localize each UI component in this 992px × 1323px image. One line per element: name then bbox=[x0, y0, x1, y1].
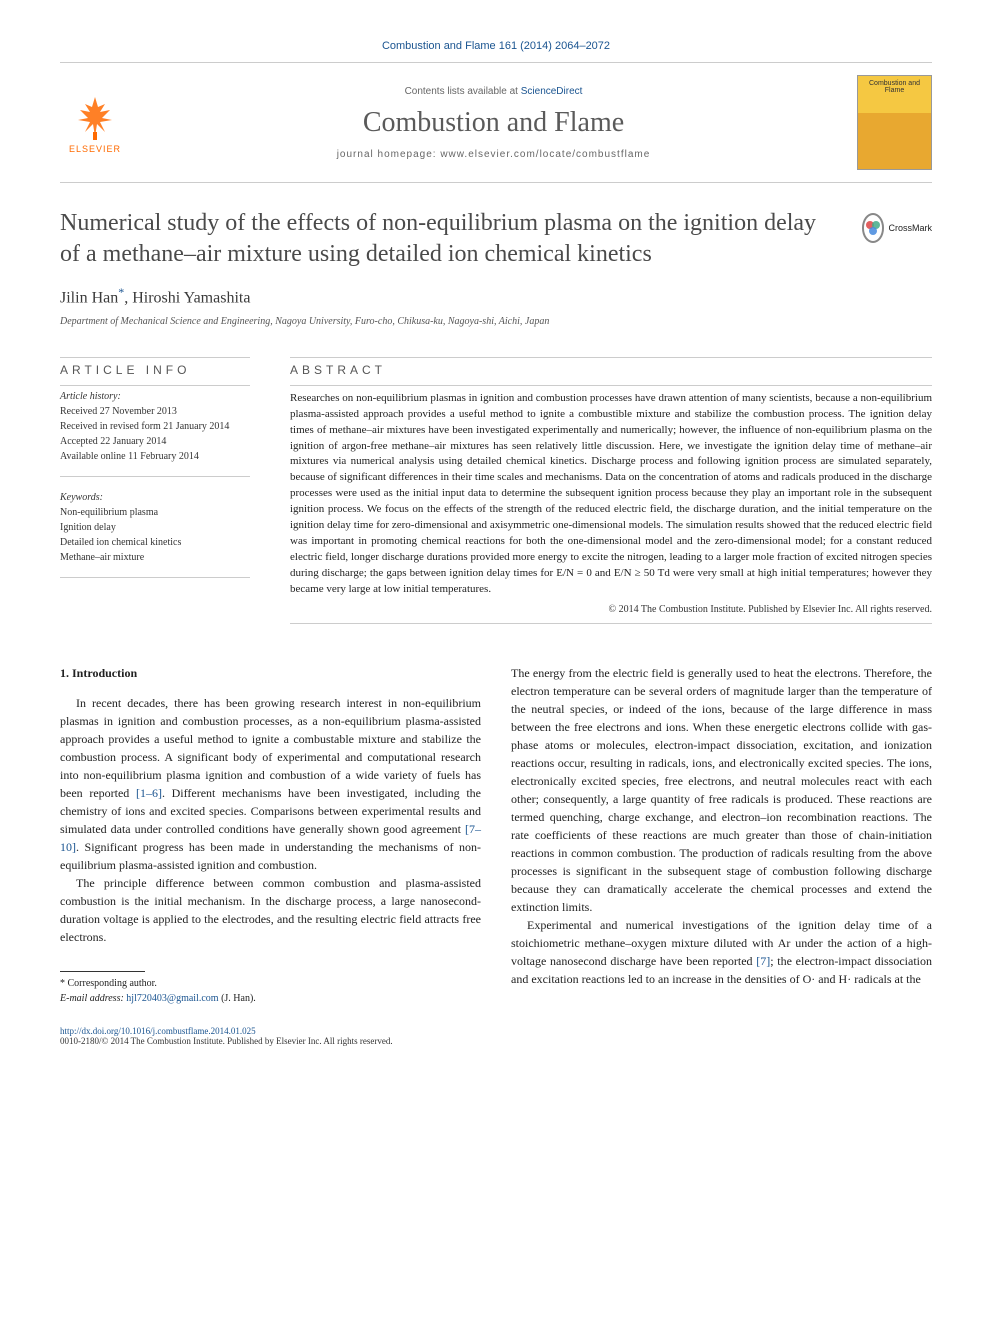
author-2[interactable]: Hiroshi Yamashita bbox=[132, 290, 250, 307]
section-number: 1. bbox=[60, 666, 69, 680]
corresponding-mark[interactable]: * bbox=[118, 285, 124, 299]
author-1[interactable]: Jilin Han bbox=[60, 290, 118, 307]
bottom-footer: http://dx.doi.org/10.1016/j.combustflame… bbox=[60, 1026, 932, 1046]
divider bbox=[290, 385, 932, 386]
abstract-column: ABSTRACT Researches on non-equilibrium p… bbox=[290, 357, 932, 629]
elsevier-tree-icon bbox=[70, 92, 120, 142]
elsevier-logo[interactable]: ELSEVIER bbox=[60, 83, 130, 163]
ref-link[interactable]: [1–6] bbox=[136, 786, 162, 800]
contents-lists-line: Contents lists available at ScienceDirec… bbox=[150, 86, 837, 97]
correspondence-footer: * Corresponding author. E-mail address: … bbox=[60, 971, 481, 1006]
paragraph: Experimental and numerical investigation… bbox=[511, 916, 932, 988]
footer-rule bbox=[60, 971, 145, 972]
article-title: Numerical study of the effects of non-eq… bbox=[60, 208, 842, 270]
received-date: Received 27 November 2013 bbox=[60, 404, 250, 419]
article-info-column: ARTICLE INFO Article history: Received 2… bbox=[60, 357, 250, 629]
keyword-1: Non-equilibrium plasma bbox=[60, 505, 250, 520]
sciencedirect-link[interactable]: ScienceDirect bbox=[521, 86, 583, 97]
ref-link[interactable]: [7] bbox=[756, 954, 770, 968]
body-columns: 1. Introduction In recent decades, there… bbox=[60, 664, 932, 1006]
abstract-heading: ABSTRACT bbox=[290, 363, 932, 377]
elsevier-wordmark: ELSEVIER bbox=[69, 144, 121, 154]
crossmark-label: CrossMark bbox=[888, 223, 932, 233]
email-author: (J. Han). bbox=[221, 993, 256, 1004]
email-label: E-mail address: bbox=[60, 993, 124, 1004]
crossmark-badge[interactable]: CrossMark bbox=[862, 208, 932, 248]
divider bbox=[60, 385, 250, 386]
cover-title: Combustion and Flame bbox=[860, 80, 929, 94]
page-container: Combustion and Flame 161 (2014) 2064–207… bbox=[0, 0, 992, 1096]
affiliation: Department of Mechanical Science and Eng… bbox=[60, 316, 932, 327]
issn-copyright: 0010-2180/© 2014 The Combustion Institut… bbox=[60, 1036, 393, 1046]
title-row: Numerical study of the effects of non-eq… bbox=[60, 208, 932, 270]
history-label: Article history: bbox=[60, 391, 250, 402]
journal-homepage[interactable]: journal homepage: www.elsevier.com/locat… bbox=[150, 149, 837, 160]
journal-name: Combustion and Flame bbox=[150, 107, 837, 139]
paragraph: The principle difference between common … bbox=[60, 874, 481, 946]
online-date: Available online 11 February 2014 bbox=[60, 449, 250, 464]
ref-link[interactable]: [7–10] bbox=[60, 822, 481, 854]
top-citation: Combustion and Flame 161 (2014) 2064–207… bbox=[60, 40, 932, 52]
keyword-3: Detailed ion chemical kinetics bbox=[60, 535, 250, 550]
keyword-2: Ignition delay bbox=[60, 520, 250, 535]
email-link[interactable]: hjl720403@gmail.com bbox=[126, 993, 218, 1004]
section-title: Introduction bbox=[72, 666, 137, 680]
section-heading: 1. Introduction bbox=[60, 664, 481, 682]
left-column: 1. Introduction In recent decades, there… bbox=[60, 664, 481, 1006]
abstract-copyright: © 2014 The Combustion Institute. Publish… bbox=[290, 604, 932, 615]
abstract-text: Researches on non-equilibrium plasmas in… bbox=[290, 391, 932, 598]
divider bbox=[60, 357, 250, 358]
history-block: Article history: Received 27 November 20… bbox=[60, 391, 250, 477]
paragraph: The energy from the electric field is ge… bbox=[511, 664, 932, 916]
crossmark-icon bbox=[862, 213, 884, 243]
revised-date: Received in revised form 21 January 2014 bbox=[60, 419, 250, 434]
contents-prefix: Contents lists available at bbox=[405, 86, 521, 97]
divider bbox=[290, 357, 932, 358]
journal-masthead: ELSEVIER Contents lists available at Sci… bbox=[60, 62, 932, 183]
article-info-heading: ARTICLE INFO bbox=[60, 363, 250, 377]
authors-line: Jilin Han*, Hiroshi Yamashita bbox=[60, 285, 932, 307]
keyword-4: Methane–air mixture bbox=[60, 550, 250, 565]
accepted-date: Accepted 22 January 2014 bbox=[60, 434, 250, 449]
email-line: E-mail address: hjl720403@gmail.com (J. … bbox=[60, 991, 481, 1006]
right-column: The energy from the electric field is ge… bbox=[511, 664, 932, 1006]
masthead-center: Contents lists available at ScienceDirec… bbox=[130, 86, 857, 160]
journal-cover-thumbnail[interactable]: Combustion and Flame bbox=[857, 75, 932, 170]
paragraph: In recent decades, there has been growin… bbox=[60, 694, 481, 874]
keywords-block: Keywords: Non-equilibrium plasma Ignitio… bbox=[60, 492, 250, 578]
doi-link[interactable]: http://dx.doi.org/10.1016/j.combustflame… bbox=[60, 1026, 256, 1036]
info-abstract-row: ARTICLE INFO Article history: Received 2… bbox=[60, 357, 932, 629]
divider bbox=[290, 623, 932, 624]
corresponding-author-label: * Corresponding author. bbox=[60, 976, 481, 991]
keywords-label: Keywords: bbox=[60, 492, 250, 503]
